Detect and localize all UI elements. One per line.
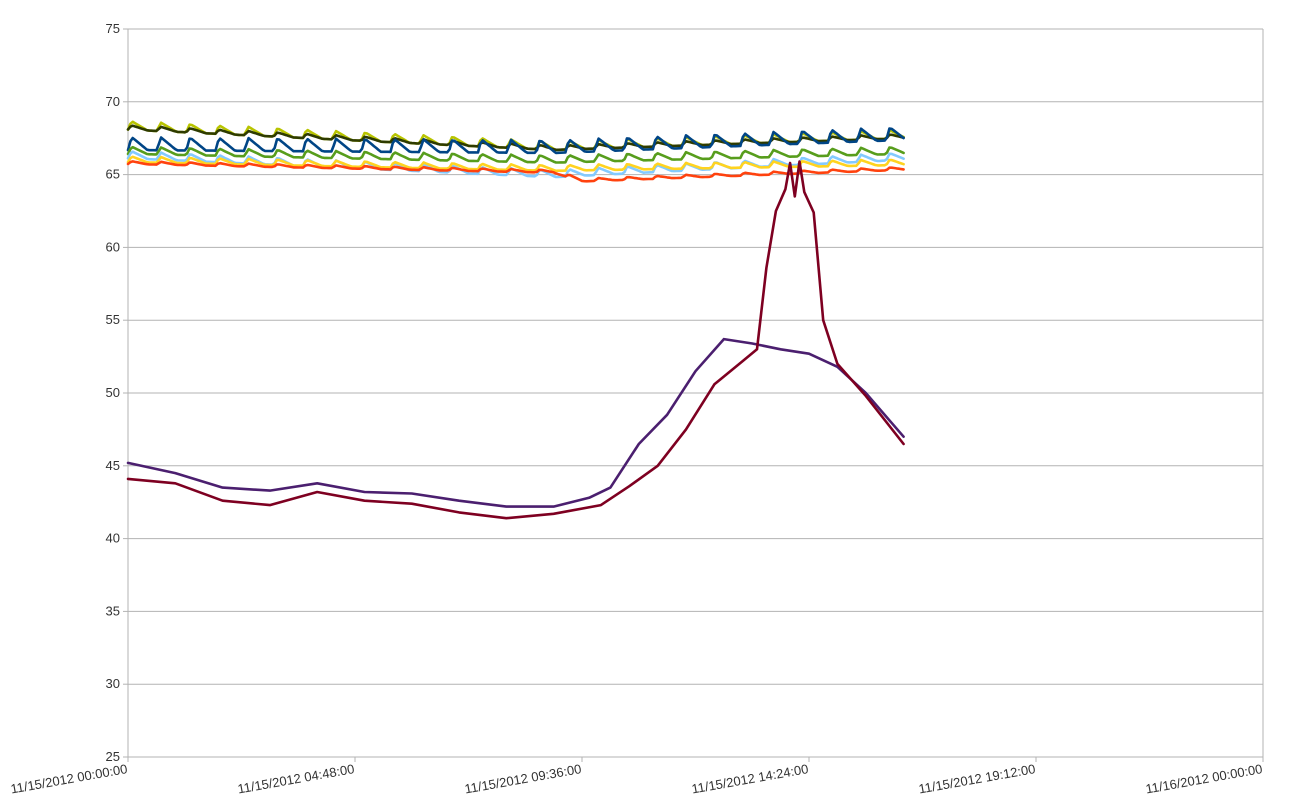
y-tick-label: 75 <box>106 21 120 36</box>
x-tick-label: 11/15/2012 04:48:00 <box>236 761 355 796</box>
y-tick-label: 60 <box>106 239 120 254</box>
x-tick-label: 11/16/2012 00:00:00 <box>1144 761 1263 796</box>
x-tick-label: 11/15/2012 00:00:00 <box>9 761 128 796</box>
y-tick-label: 30 <box>106 676 120 691</box>
x-tick-label: 11/15/2012 19:12:00 <box>917 761 1036 796</box>
y-tick-label: 45 <box>106 458 120 473</box>
y-tick-label: 55 <box>106 312 120 327</box>
gridlines <box>128 28 1264 758</box>
series-line-7 <box>126 160 905 183</box>
x-tick-label: 11/15/2012 09:36:00 <box>463 761 582 796</box>
series-group <box>126 120 905 520</box>
series-line-6 <box>126 155 905 173</box>
y-tick-label: 40 <box>106 531 120 546</box>
series-line-4 <box>126 145 905 164</box>
y-tick-label: 65 <box>106 167 120 182</box>
y-tick-label: 50 <box>106 385 120 400</box>
y-axis: 25 30 35 40 45 50 55 60 65 70 75 <box>106 21 129 764</box>
series-line-9 <box>126 160 905 520</box>
y-tick-label: 35 <box>106 603 120 618</box>
series-line-8 <box>126 337 905 508</box>
x-axis: 11/15/2012 00:00:00 11/15/2012 04:48:00 11… <box>9 756 1264 797</box>
series-line-3 <box>126 127 905 155</box>
y-tick-label: 25 <box>106 749 120 764</box>
x-tick-label: 11/15/2012 14:24:00 <box>690 761 809 796</box>
y-tick-label: 70 <box>106 94 120 109</box>
